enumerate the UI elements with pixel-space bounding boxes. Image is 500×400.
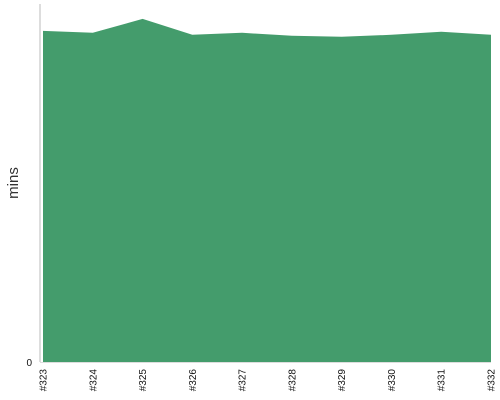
x-tick-label: #332 [487,369,498,392]
y-tick-label: 0 [26,358,32,369]
x-tick-label: #328 [287,369,298,392]
x-tick-label: #323 [39,369,50,392]
x-tick-label: #330 [387,369,398,392]
y-axis-label: mins [5,167,22,199]
x-tick-label: #324 [88,369,99,392]
x-tick-label: #325 [138,369,149,392]
x-tick-label: #326 [188,369,199,392]
x-tick-label: #331 [437,369,448,392]
x-tick-label: #327 [238,369,249,392]
area-series [43,18,491,363]
x-tick-labels: #323 #324 #325 #326 #327 #328 #329 #330 #331 #332 [39,369,498,392]
plot-area [43,18,491,363]
x-tick-label: #329 [337,369,348,392]
